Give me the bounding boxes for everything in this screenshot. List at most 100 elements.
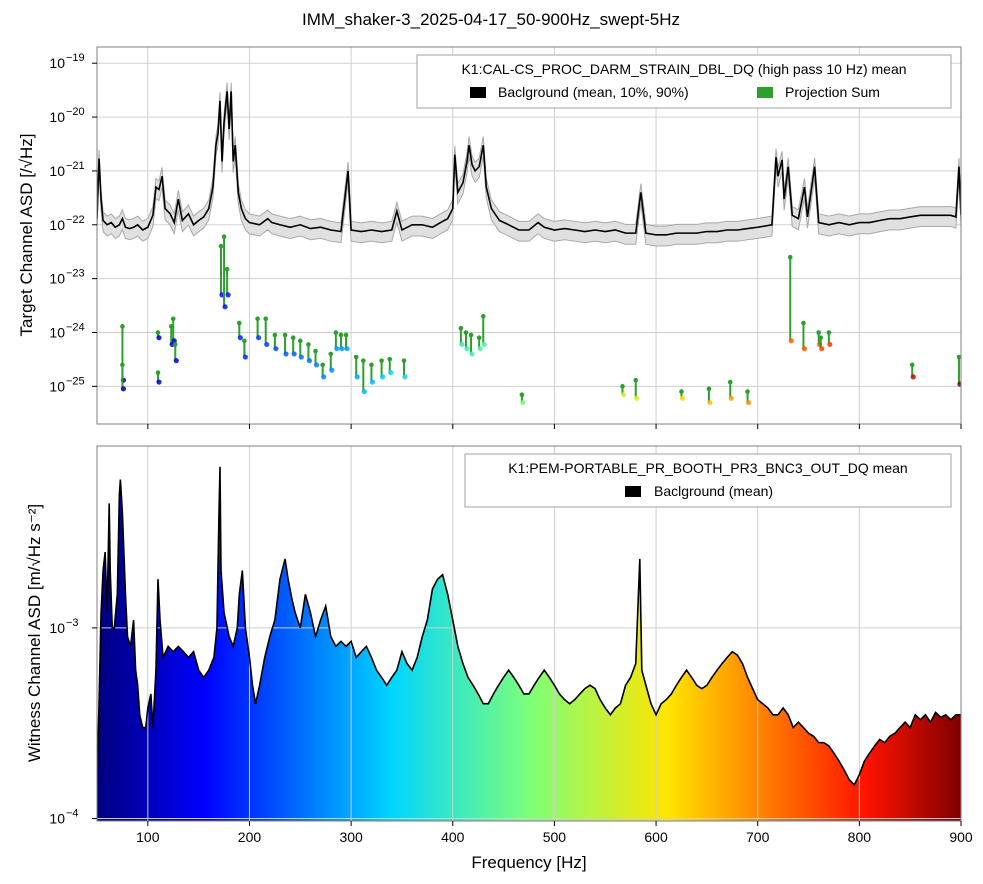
coupling-point — [156, 379, 162, 385]
x-tick-label: 800 — [848, 829, 872, 845]
projection-point — [468, 332, 474, 338]
y-tick-label: 10 — [49, 378, 65, 394]
y-tick-label: 10 — [49, 271, 65, 287]
x-tick-label: 200 — [238, 829, 262, 845]
coupling-point — [156, 335, 162, 341]
y-tick-label: 10 — [49, 324, 65, 340]
projection-point — [282, 332, 288, 338]
x-tick-label: 300 — [339, 829, 363, 845]
projection-point — [816, 330, 821, 335]
y-tick-exponent: −21 — [66, 160, 85, 172]
witness-mean-line — [97, 466, 961, 787]
witness-legend: K1:PEM-PORTABLE_PR_BOOTH_PR3_BNC3_OUT_DQ… — [464, 453, 952, 508]
projection-point — [956, 354, 961, 360]
coupling-point — [707, 399, 713, 406]
coupling-point — [173, 358, 179, 364]
projection-point — [361, 358, 366, 363]
coupling-point — [745, 399, 752, 406]
coupling-point — [369, 379, 376, 385]
coupling-point — [354, 374, 360, 380]
coupling-point — [171, 338, 177, 344]
projection-point — [221, 234, 227, 240]
witness-legend-label-background: Baclground (mean) — [654, 483, 773, 499]
background-percentile-band — [97, 82, 961, 247]
coupling-point — [120, 386, 127, 392]
projection-point — [120, 324, 125, 329]
projection-point — [745, 389, 750, 394]
projection-point — [224, 266, 230, 272]
projection-point — [458, 325, 464, 331]
coupling-point — [402, 374, 408, 380]
target-legend-label-projection: Projection Sum — [785, 84, 880, 100]
x-tick-label: 100 — [136, 829, 160, 845]
coupling-point — [679, 395, 686, 401]
coupling-point — [264, 341, 270, 348]
coupling-point — [225, 292, 231, 298]
coupling-point — [339, 346, 345, 352]
projection-point — [387, 356, 393, 362]
projection-point — [170, 316, 176, 322]
target-x-ticks — [147, 424, 962, 429]
coupling-point — [321, 374, 327, 380]
x-tick-label: 700 — [746, 829, 770, 845]
projection-point — [306, 342, 311, 347]
coupling-point — [910, 374, 916, 380]
coupling-point — [459, 341, 465, 348]
coupling-point — [788, 338, 794, 344]
target-ylabel: Target Channel ASD [/√Hz] — [17, 133, 36, 336]
y-tick-label: 10 — [49, 55, 65, 71]
projection-point — [519, 392, 525, 397]
projection-point — [787, 254, 793, 260]
coupling-point — [634, 395, 640, 401]
projection-point — [218, 243, 224, 249]
coupling-point — [801, 346, 808, 352]
projection-point — [263, 316, 269, 322]
target-projection — [120, 234, 961, 406]
witness-mean — [97, 466, 961, 787]
projection-point — [333, 330, 339, 335]
coupling-point — [334, 346, 340, 352]
coupling-point — [477, 346, 483, 352]
target-legend: K1:CAL-CS_PROC_DARM_STRAIN_DBL_DQ (high … — [416, 54, 952, 109]
y-tick-label: 10 — [49, 810, 65, 826]
projection-point — [620, 384, 625, 389]
projection-point — [297, 338, 303, 344]
target-legend-swatch-background — [470, 87, 486, 98]
projection-point — [727, 379, 733, 385]
y-tick-label: 10 — [49, 217, 65, 233]
coupling-point — [291, 351, 297, 357]
coupling-point — [469, 351, 475, 357]
witness-fill — [97, 466, 961, 821]
coupling-point — [306, 358, 313, 364]
witness-y-ticks: 10−410−3 — [49, 617, 97, 826]
background-mean-line — [97, 91, 961, 236]
projection-point — [353, 354, 359, 360]
projection-point — [255, 316, 260, 322]
witness-panel: 10−410−3 100 200 300 400 500 600 700 800 900 Wit… — [25, 445, 973, 872]
projection-point — [476, 335, 482, 341]
projection-point — [909, 362, 915, 368]
y-tick-label: 10 — [49, 109, 65, 125]
coupling-point — [827, 341, 833, 348]
coupling-point — [222, 304, 228, 310]
witness-xlabel: Frequency [Hz] — [471, 853, 586, 872]
projection-point — [155, 370, 161, 375]
projection-point — [290, 335, 296, 341]
y-tick-exponent: −23 — [66, 268, 85, 280]
x-tick-label: 500 — [543, 829, 567, 845]
coupling-point — [380, 374, 386, 380]
figure-title: IMM_shaker-3_2025-04-17_50-900Hz_swept-5… — [302, 10, 680, 29]
coupling-point — [361, 388, 367, 395]
x-tick-label: 400 — [441, 829, 465, 845]
y-tick-exponent: −20 — [66, 106, 85, 118]
coupling-point — [520, 399, 526, 406]
coupling-point — [283, 351, 289, 357]
coupling-point — [237, 335, 243, 341]
coupling-point — [256, 335, 262, 341]
witness-ylabel: Witness Channel ASD [m/√Hz s⁻²] — [25, 504, 44, 762]
y-tick-exponent: −3 — [66, 617, 79, 629]
projection-point — [237, 320, 242, 326]
